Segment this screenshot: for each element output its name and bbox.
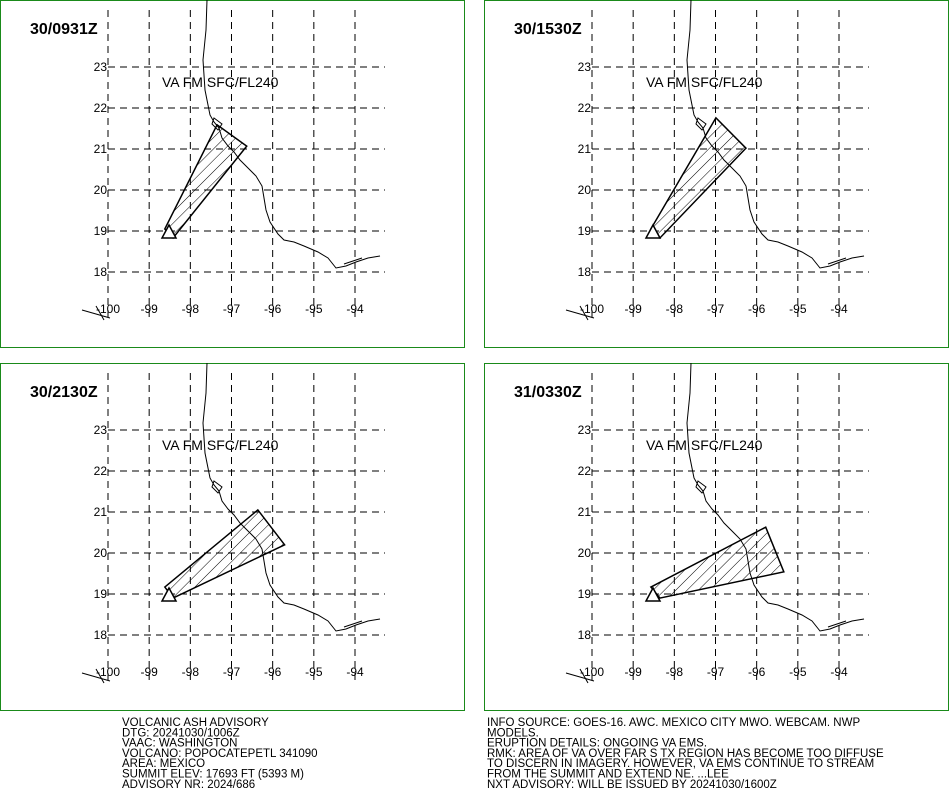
lat-label: 20 — [578, 183, 592, 197]
lon-label: -94 — [830, 302, 848, 316]
lat-label: 21 — [94, 505, 108, 519]
ash-area — [649, 116, 748, 240]
lon-label: -99 — [140, 665, 158, 679]
lat-label: 18 — [578, 265, 592, 279]
lat-label: 23 — [578, 60, 592, 74]
advisory-line: VAAC: WASHINGTON — [122, 738, 237, 750]
lat-label: 22 — [578, 464, 592, 478]
lon-label: -98 — [666, 302, 684, 316]
valid-time: 31/0330Z — [514, 384, 582, 401]
valid-time: 30/0931Z — [30, 21, 98, 38]
advisory-line: MODELS. — [487, 727, 539, 739]
lon-label: -99 — [140, 302, 158, 316]
valid-time: 30/2130Z — [30, 384, 98, 401]
lon-label: -95 — [305, 665, 323, 679]
lat-label: 20 — [578, 546, 592, 560]
lon-label: -100 — [580, 665, 604, 679]
panel-frame — [0, 0, 465, 348]
volcano-symbol — [644, 223, 662, 239]
lat-label: 18 — [94, 628, 108, 642]
map-panel: -100 -99 -98 -97 -96 -95 -94 18 19 20 21 22 23 30/093… — [0, 0, 465, 348]
volcano-symbol — [160, 223, 178, 239]
lon-label: -94 — [830, 665, 848, 679]
lon-label: -95 — [789, 302, 807, 316]
advisory-line: VOLCANO: POPOCATEPETL 341090 — [122, 748, 318, 760]
lon-label: -97 — [707, 665, 725, 679]
panel-frame — [484, 0, 949, 348]
lon-label: -95 — [305, 302, 323, 316]
panel-frame — [484, 363, 949, 711]
lat-label: 23 — [578, 423, 592, 437]
coastline — [686, 0, 865, 269]
lat-label: 20 — [94, 546, 108, 560]
lon-label: -100 — [580, 302, 604, 316]
lat-label: 19 — [578, 587, 592, 601]
volcano-symbol — [644, 586, 662, 602]
lon-label: -96 — [748, 302, 766, 316]
ash-area — [163, 508, 286, 600]
lon-label: -94 — [346, 302, 364, 316]
advisory-line: FROM THE SUMMIT AND EXTEND NE. ...LEE — [487, 769, 729, 781]
lon-label: -100 — [96, 665, 120, 679]
lat-label: 22 — [94, 101, 108, 115]
map-panel: -100 -99 -98 -97 -96 -95 -94 18 19 20 21 22 23 31/033… — [484, 362, 949, 711]
lon-label: -96 — [264, 665, 282, 679]
ash-area — [163, 123, 248, 240]
lon-label: -100 — [96, 302, 120, 316]
lat-label: 19 — [94, 224, 108, 238]
coastline — [202, 362, 381, 632]
ash-area — [649, 526, 785, 599]
map-corner-mark — [81, 305, 111, 321]
flight-level: VA FM SFC/FL240 — [162, 437, 279, 453]
lon-label: -96 — [748, 665, 766, 679]
advisory-line: TO DISCERN IN IMAGERY. HOWEVER, VA EMS C… — [487, 758, 874, 770]
lat-label: 21 — [94, 142, 108, 156]
lat-label: 19 — [578, 224, 592, 238]
advisory-line: DTG: 20241030/1006Z — [122, 727, 240, 739]
map-corner-mark — [565, 305, 595, 321]
lon-label: -97 — [223, 665, 241, 679]
lat-label: 23 — [94, 423, 108, 437]
lat-label: 21 — [578, 142, 592, 156]
lat-label: 18 — [578, 628, 592, 642]
flight-level: VA FM SFC/FL240 — [646, 74, 763, 90]
lon-label: -95 — [789, 665, 807, 679]
lat-label: 22 — [578, 101, 592, 115]
advisory-line: AREA: MEXICO — [122, 758, 205, 770]
lon-label: -99 — [624, 665, 642, 679]
lat-label: 23 — [94, 60, 108, 74]
advisory-line: VOLCANIC ASH ADVISORY — [122, 717, 269, 729]
advisory-line: SUMMIT ELEV: 17693 FT (5393 M) — [122, 769, 304, 781]
advisory-line: INFO SOURCE: GOES-16. AWC. MEXICO CITY M… — [487, 717, 860, 729]
map-panel: -100 -99 -98 -97 -96 -95 -94 18 19 20 21 22 23 30/153… — [484, 0, 949, 348]
lat-label: 19 — [94, 587, 108, 601]
coastline — [686, 362, 865, 632]
map-corner-mark — [565, 668, 595, 684]
map-corner-mark — [81, 668, 111, 684]
lon-label: -94 — [346, 665, 364, 679]
volcano-symbol — [160, 586, 178, 602]
lat-label: 21 — [578, 505, 592, 519]
lon-label: -97 — [223, 302, 241, 316]
flight-level: VA FM SFC/FL240 — [162, 74, 279, 90]
lat-label: 20 — [94, 183, 108, 197]
lon-label: -97 — [707, 302, 725, 316]
lat-label: 18 — [94, 265, 108, 279]
advisory-line: NXT ADVISORY: WILL BE ISSUED BY 20241030… — [487, 779, 777, 791]
valid-time: 30/1530Z — [514, 21, 582, 38]
lon-label: -96 — [264, 302, 282, 316]
lon-label: -98 — [182, 302, 200, 316]
advisory-line: RMK: AREA OF VA OVER FAR S TX REGION HAS… — [487, 748, 884, 760]
advisory-line: ADVISORY NR: 2024/686 — [122, 779, 255, 791]
lon-label: -98 — [182, 665, 200, 679]
advisory-line: ERUPTION DETAILS: ONGOING VA EMS. — [487, 738, 707, 750]
lon-label: -98 — [666, 665, 684, 679]
flight-level: VA FM SFC/FL240 — [646, 437, 763, 453]
map-panel: -100 -99 -98 -97 -96 -95 -94 18 19 20 21 22 23 30/213… — [0, 362, 465, 711]
panel-frame — [0, 363, 465, 711]
lon-label: -99 — [624, 302, 642, 316]
lat-label: 22 — [94, 464, 108, 478]
